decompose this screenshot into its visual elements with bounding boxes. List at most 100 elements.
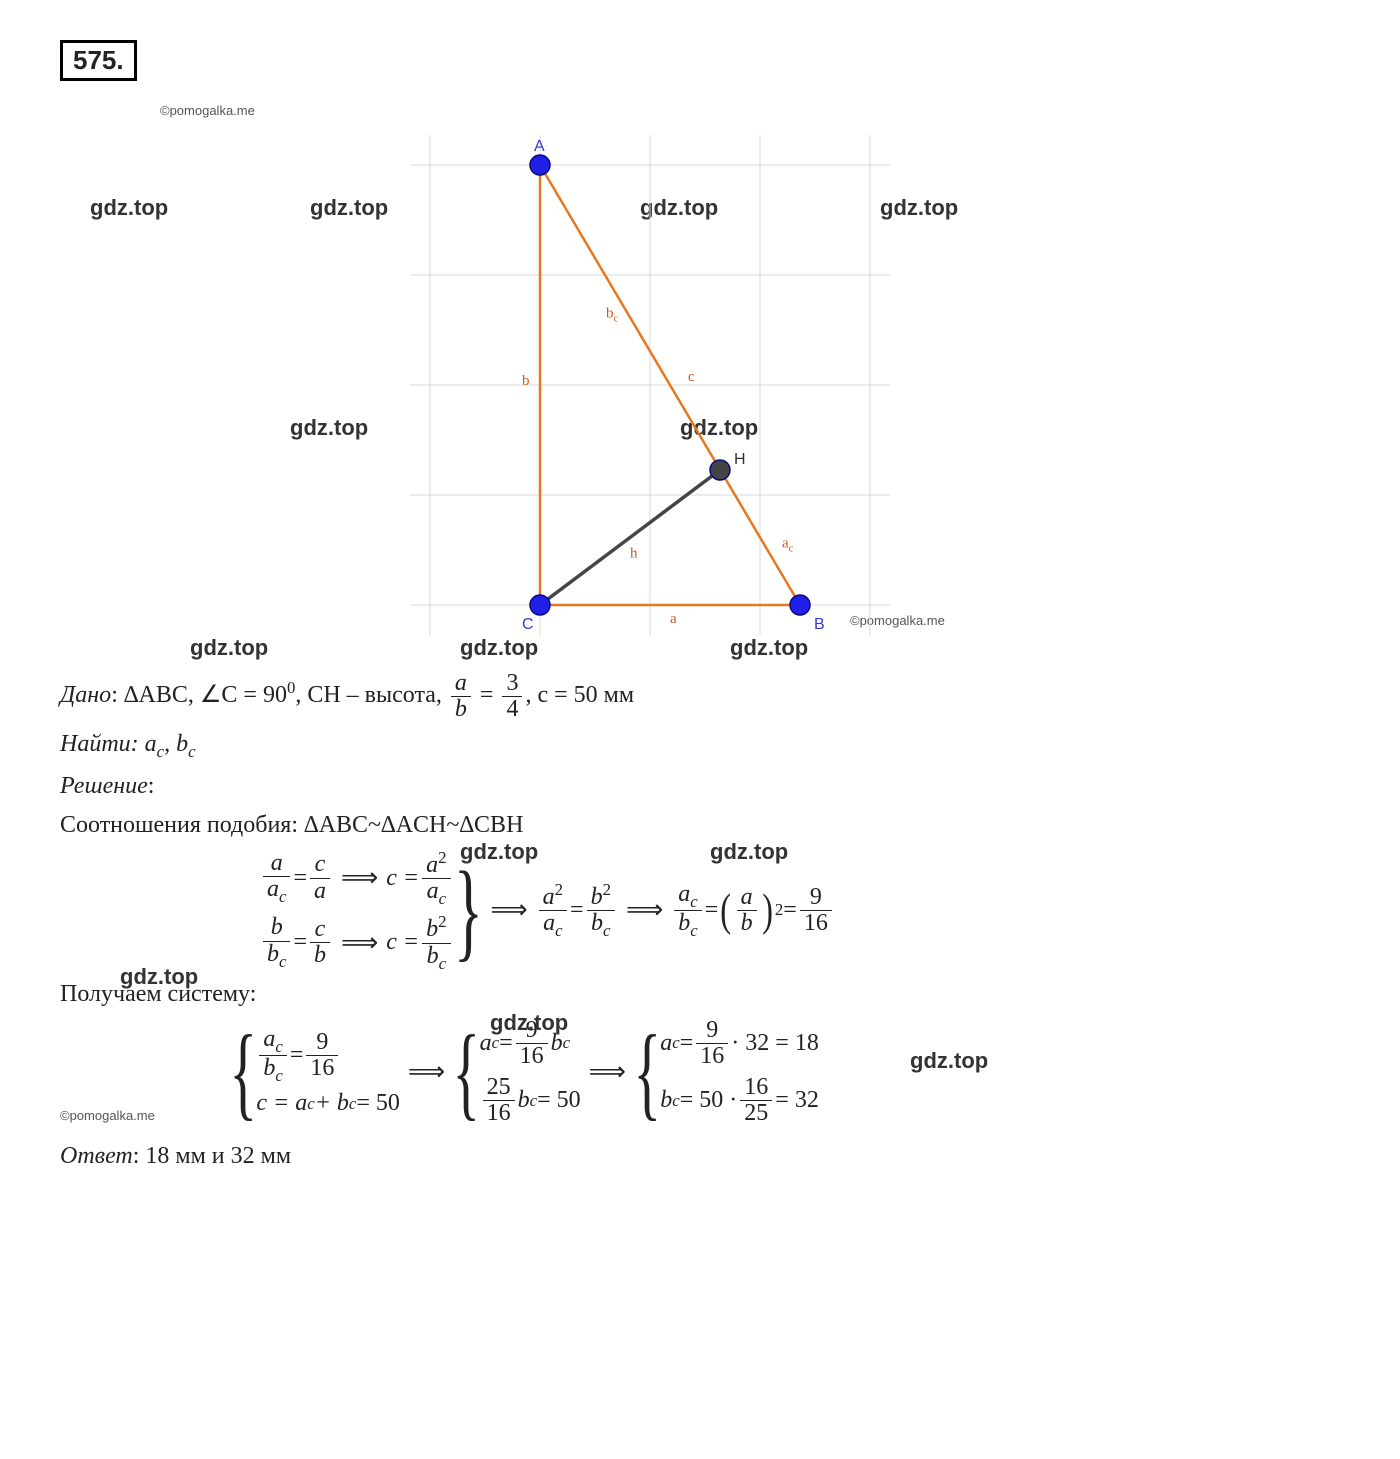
given-text-2: , CH – высота, [295,682,448,708]
num: b [591,884,603,910]
watermark-gdz: gdz.top [120,964,198,990]
svg-text:H: H [734,451,746,468]
find-line: Найти: ac, bc [60,728,1340,763]
num: b [263,915,290,940]
sub: c [492,1033,499,1053]
diagram-container: ©pomogalka.me ©pomogalka.me gdz.top gdz.… [60,95,1340,665]
sub: c [349,1094,356,1114]
eq: = [293,865,307,892]
sub: c [275,1066,282,1085]
sub: c [672,1033,679,1053]
paren-right: ) [762,894,773,926]
num: a [263,851,290,876]
den: 16 [800,910,832,936]
sub: c [603,921,610,940]
solution-line: Решение: [60,770,1340,804]
given-text-1: : ∆ABC, ∠C = 90 [111,682,287,708]
sub-c: c [157,742,164,761]
b: b [660,1087,672,1114]
sub: c [690,891,697,910]
watermark-gdz: gdz.top [730,635,808,661]
answer-body: : 18 мм и 32 мм [133,1143,291,1169]
num: 9 [696,1018,728,1043]
watermark-gdz: gdz.top [710,839,788,865]
plus-b: + b [315,1090,349,1117]
watermark-gdz: gdz.top [190,635,268,661]
times-32: · 32 = 18 [731,1030,819,1057]
similarity-line: Соотношения подобия: ∆ABC~∆ACH~∆CBH [60,809,1340,843]
eq: = [293,929,307,956]
answer-label: Ответ [60,1143,133,1169]
solution-label: Решение [60,773,148,799]
den: a [543,910,555,936]
paren-left: ( [721,894,732,926]
num: 9 [306,1030,338,1055]
sub: c [672,1091,679,1111]
sub: c [563,1033,570,1053]
watermark-gdz: gdz.top [290,415,368,441]
eq-sign: = [474,682,500,708]
given-label: Дано [60,682,111,708]
implies-arrow: ⟹ [408,1057,445,1087]
den: a [310,878,330,904]
eq: = [783,897,797,924]
sub: c [439,953,446,972]
num: a [543,884,555,910]
svg-text:ac: ac [782,536,794,555]
den: 16 [516,1043,548,1069]
eq: = [290,1042,304,1069]
eq: = [680,1030,694,1057]
implies-arrow: ⟹ [490,895,527,925]
watermark-gdz: gdz.top [90,195,168,221]
frac-den: 4 [502,696,522,722]
watermark-copyright: ©pomogalka.me [160,103,255,118]
answer-line: Ответ: 18 мм и 32 мм [60,1140,1340,1174]
num: c [310,852,330,877]
num: a [737,885,757,910]
eq: = [705,897,719,924]
watermark-gdz: gdz.top [880,195,958,221]
frac-den: b [451,696,471,722]
den: 16 [306,1055,338,1081]
watermark-gdz: gdz.top [910,1048,988,1074]
den: b [678,910,690,936]
num: a [678,881,690,907]
den-b: b [267,941,279,967]
den-b: b [427,943,439,969]
colon: : [148,773,155,799]
implies-arrow: ⟹ [626,895,663,925]
num: 9 [800,885,832,910]
sub: c [279,887,286,906]
sub: c [279,951,286,970]
given-text-3: , c = 50 мм [525,682,634,708]
svg-text:C: C [522,616,534,633]
equation-block-1: gdz.top gdz.top aac = ca ⟹ c = a2ac bbc … [260,849,1340,972]
num: 25 [483,1075,515,1100]
a: a [660,1030,672,1057]
implies-arrow: ⟹ [341,928,378,958]
den: 16 [483,1100,515,1126]
b: b [518,1087,530,1114]
right-brace: } [453,864,482,958]
watermark-copyright: ©pomogalka.me [60,1108,155,1123]
triangle-diagram: bcahbcacACBH [410,135,890,635]
left-brace: { [229,1027,257,1116]
den: b [263,1055,275,1081]
den: 25 [740,1100,772,1126]
sub: c [275,1036,282,1055]
num: c [310,917,330,942]
num: a [426,852,438,878]
den: 16 [696,1043,728,1069]
svg-text:h: h [630,546,638,562]
svg-text:a: a [670,611,677,627]
den-a: a [427,878,439,904]
den: b [737,910,757,936]
num: a [263,1026,275,1052]
watermark-gdz: gdz.top [460,635,538,661]
den: b [591,910,603,936]
sub: c [530,1091,537,1111]
eq-50-times: = 50 · [680,1087,738,1114]
svg-text:B: B [814,616,825,633]
den-a: a [267,876,279,902]
svg-text:c: c [688,369,695,385]
